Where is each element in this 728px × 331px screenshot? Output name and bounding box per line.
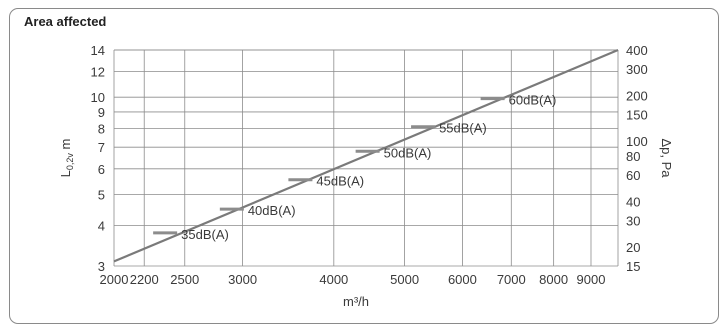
y-left-tick-label-10: 10 <box>91 90 105 105</box>
y-left-tick-label-14: 14 <box>91 43 105 58</box>
db-label-4: 55dB(A) <box>439 121 487 136</box>
db-label-3: 50dB(A) <box>384 145 432 160</box>
x-tick-label-2500: 2500 <box>170 272 199 287</box>
x-tick-label-7000: 7000 <box>497 272 526 287</box>
y-right-axis-label: Δp, Pa <box>659 138 674 178</box>
x-tick-label-9000: 9000 <box>577 272 606 287</box>
y-right-tick-label-30: 30 <box>626 213 640 228</box>
db-label-5: 60dB(A) <box>509 93 557 108</box>
x-tick-label-4000: 4000 <box>319 272 348 287</box>
grid <box>113 49 619 267</box>
x-axis-ticks: 2000 2200 2500 3000 4000 5000 6000 7000 8000 9000 <box>100 272 606 287</box>
y-right-tick-label-80: 80 <box>626 149 640 164</box>
y-left-tick-label-3: 3 <box>98 259 105 274</box>
svg-text:L0,2v m: L0,2v m <box>58 139 75 178</box>
y-left-tick-label-4: 4 <box>98 219 105 234</box>
y-left-tick-label-7: 7 <box>98 140 105 155</box>
y-right-tick-label-300: 300 <box>626 62 648 77</box>
y-right-tick-label-150: 150 <box>626 108 648 123</box>
x-tick-label-2000: 2000 <box>100 272 129 287</box>
x-tick-label-2200: 2200 <box>130 272 159 287</box>
y-right-tick-label-400: 400 <box>626 43 648 58</box>
y-left-tick-label-8: 8 <box>98 121 105 136</box>
y-left-tick-label-9: 9 <box>98 105 105 120</box>
y-left-label-unit: m <box>58 139 73 150</box>
chart-frame <box>9 8 719 324</box>
x-tick-label-6000: 6000 <box>448 272 477 287</box>
y-left-label-main: L <box>58 170 73 177</box>
y-right-tick-label-60: 60 <box>626 168 640 183</box>
db-annotations: 35dB(A) 40dB(A) 45dB(A) 50dB(A) 55dB(A) 60dB(… <box>153 93 556 242</box>
x-axis-label: m³/h <box>343 294 369 309</box>
series <box>113 48 619 263</box>
series-line-0 <box>113 48 619 263</box>
y-right-tick-label-100: 100 <box>626 134 648 149</box>
y-right-tick-label-15: 15 <box>626 259 640 274</box>
y-left-tick-label-12: 12 <box>91 65 105 80</box>
chart-title: Area affected <box>24 14 107 29</box>
x-tick-label-8000: 8000 <box>539 272 568 287</box>
y-right-tick-label-20: 20 <box>626 240 640 255</box>
y-left-axis-label: L0,2v m <box>58 139 75 178</box>
y-right-tick-label-200: 200 <box>626 89 648 104</box>
x-tick-label-5000: 5000 <box>390 272 419 287</box>
y-left-tick-label-5: 5 <box>98 187 105 202</box>
y-left-label-sub: 0,2v <box>65 153 75 171</box>
y-right-tick-label-40: 40 <box>626 194 640 209</box>
db-label-1: 40dB(A) <box>248 203 296 218</box>
db-label-2: 45dB(A) <box>316 174 364 189</box>
db-label-0: 35dB(A) <box>181 227 229 242</box>
x-tick-label-3000: 3000 <box>228 272 257 287</box>
y-left-tick-label-6: 6 <box>98 162 105 177</box>
